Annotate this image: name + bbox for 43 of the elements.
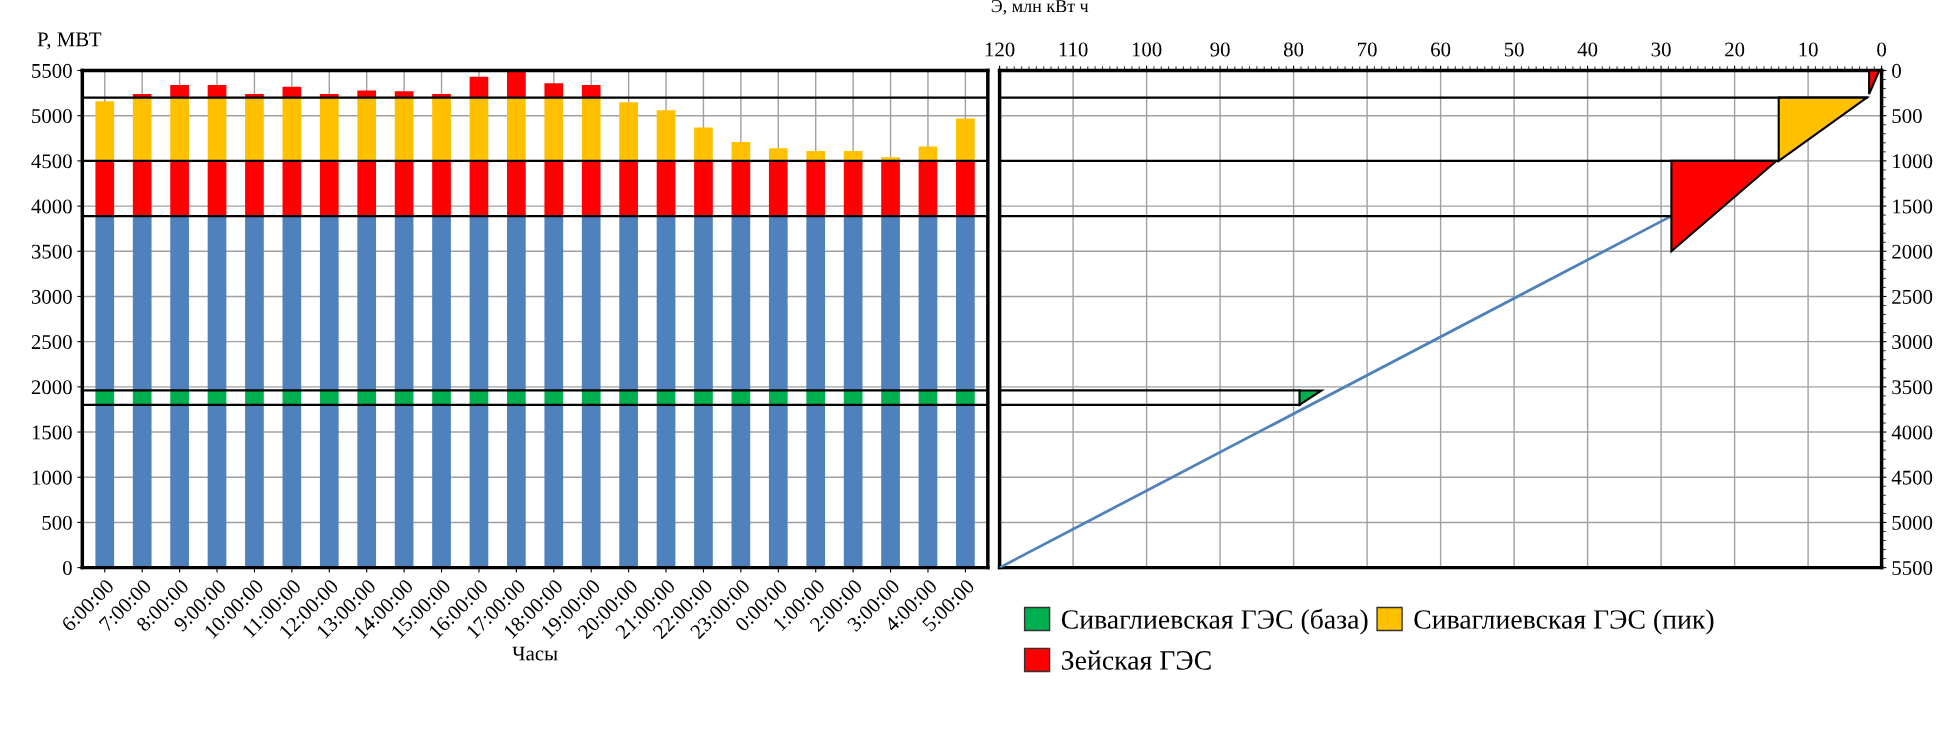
y-tick-label: 1500 bbox=[1893, 199, 1933, 214]
x-tick-label: 90 bbox=[1210, 42, 1230, 57]
y-tick-label: 1000 bbox=[1893, 154, 1933, 169]
y-tick-label: 0 bbox=[1892, 63, 1901, 78]
y-tick-label: 2500 bbox=[31, 335, 72, 350]
y-tick-label: 5500 bbox=[1892, 561, 1933, 576]
y-tick-label: 500 bbox=[42, 515, 72, 530]
x-tick-label: 80 bbox=[1283, 42, 1304, 57]
y-tick-label: 3500 bbox=[31, 244, 72, 259]
y-tick-label: 4500 bbox=[31, 154, 72, 169]
x-axis-title: Часы bbox=[512, 646, 558, 661]
y-tick-label: 5000 bbox=[1892, 515, 1933, 530]
legend-label: Зейская ГЭС bbox=[1062, 650, 1211, 670]
y-tick-label: 2000 bbox=[31, 380, 72, 395]
y-tick-label: 2500 bbox=[1892, 289, 1933, 304]
y-tick-label: 2000 bbox=[1892, 244, 1933, 259]
y-axis-title: P, МВТ bbox=[37, 32, 102, 50]
x-axis-title: Э, млн кВт ч bbox=[991, 0, 1089, 15]
y-tick-label: 3500 bbox=[1892, 380, 1933, 395]
x-tick-label: 60 bbox=[1431, 42, 1451, 57]
x-tick-label: 110 bbox=[1059, 42, 1088, 57]
y-tick-label: 1500 bbox=[32, 425, 72, 440]
x-tick-label: 10 bbox=[1799, 42, 1818, 57]
y-tick-label: 5000 bbox=[32, 109, 72, 124]
y-tick-label: 3000 bbox=[31, 289, 72, 304]
y-tick-label: 3000 bbox=[1892, 335, 1933, 350]
y-tick-label: 4000 bbox=[1891, 425, 1933, 440]
x-tick-label: 30 bbox=[1651, 42, 1671, 57]
y-tick-label: 500 bbox=[1892, 109, 1922, 124]
x-tick-label: 120 bbox=[985, 42, 1015, 57]
x-tick-label: 100 bbox=[1132, 42, 1162, 57]
x-tick-label: 70 bbox=[1358, 42, 1377, 57]
y-tick-label: 4500 bbox=[1891, 470, 1933, 485]
y-tick-label: 1000 bbox=[32, 470, 72, 485]
y-tick-label: 4000 bbox=[31, 199, 72, 214]
y-tick-label: 0 bbox=[62, 561, 72, 576]
legend-label: Сиваглиевская ГЭС (база) bbox=[1061, 608, 1368, 635]
y-tick-label: 5500 bbox=[32, 63, 72, 78]
legend-label: Сиваглиевская ГЭС (пик) bbox=[1414, 609, 1714, 635]
x-tick-label: 50 bbox=[1504, 42, 1524, 57]
x-tick-label: 0 bbox=[1877, 42, 1887, 57]
x-tick-label: 40 bbox=[1577, 42, 1598, 57]
x-tick-label: 20 bbox=[1725, 42, 1745, 57]
